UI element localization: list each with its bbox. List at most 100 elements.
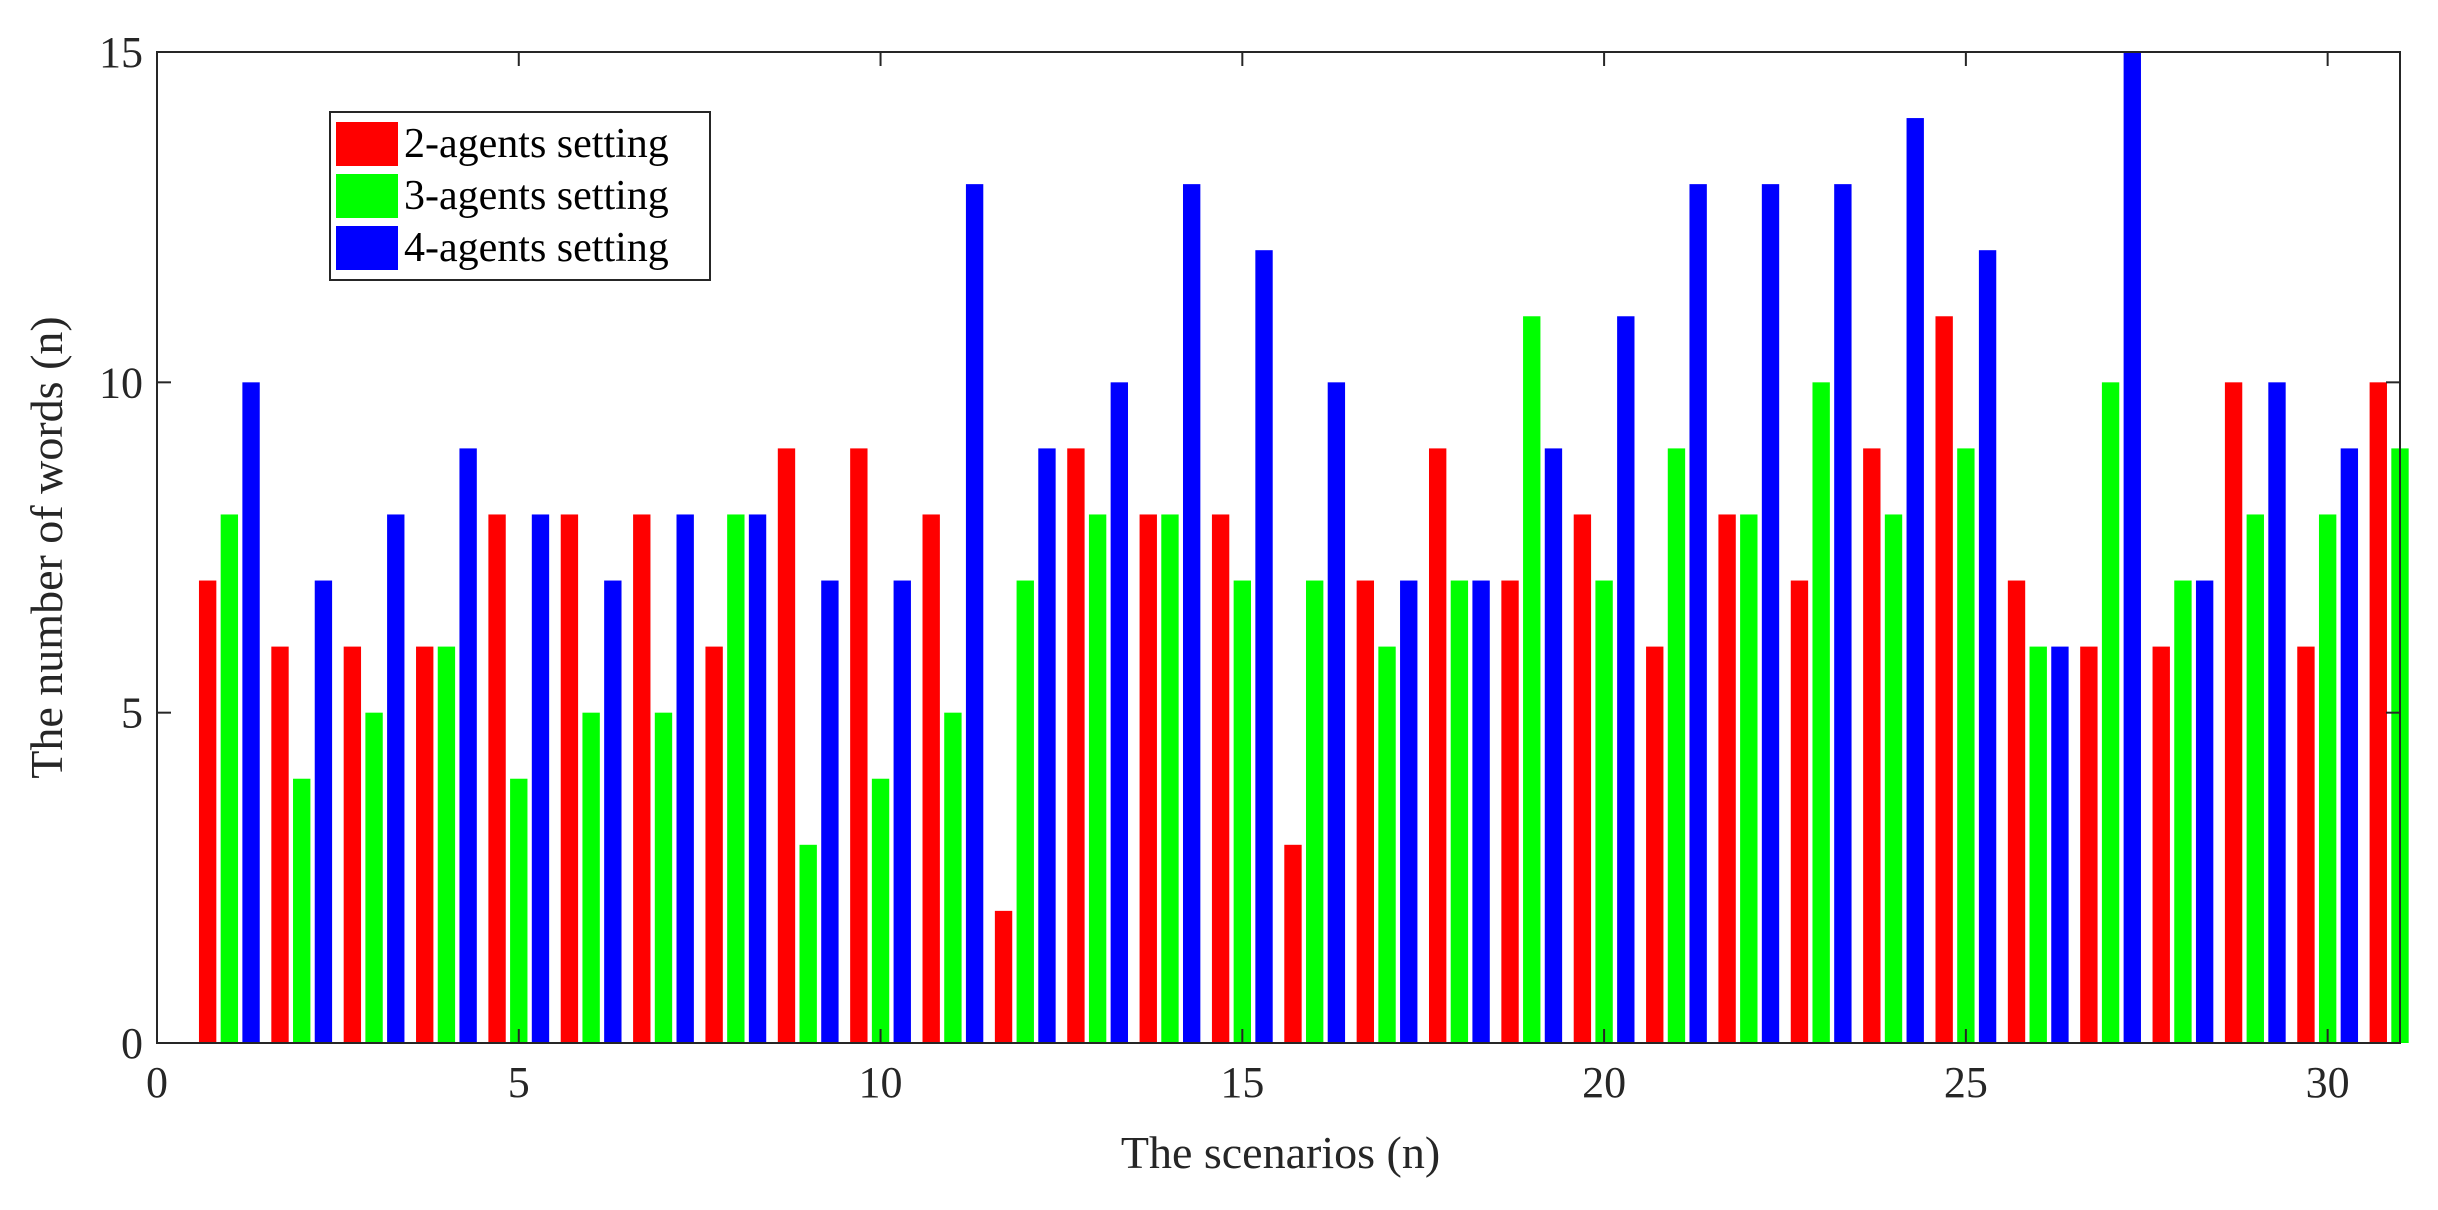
bar-series3-scenario-19: [1544, 448, 1563, 1043]
bar-series3-scenario-23: [1834, 184, 1852, 1044]
bar-series3-scenario-30: [2340, 448, 2359, 1043]
bar-series2-scenario-30: [2318, 514, 2337, 1043]
bar-series1-scenario-20: [1573, 514, 1592, 1043]
bar-series1-scenario-10: [850, 448, 868, 1043]
bar-series3-scenario-14: [1182, 184, 1201, 1044]
bar-series2-scenario-15: [1233, 580, 1252, 1043]
bar-series3-scenario-13: [1110, 382, 1129, 1043]
bar-series2-scenario-5: [510, 778, 528, 1043]
bar-series1-scenario-22: [1718, 514, 1736, 1043]
bar-series1-scenario-30: [2297, 646, 2315, 1043]
legend: 2-agents setting 3-agents setting 4-agents…: [329, 111, 711, 281]
bar-series3-scenario-21: [1689, 184, 1707, 1044]
bar-series2-scenario-6: [582, 712, 600, 1043]
bar-series1-scenario-31: [2369, 382, 2387, 1043]
bar-series1-scenario-13: [1067, 448, 1085, 1043]
bar-series2-scenario-25: [1957, 448, 1975, 1043]
y-axis-label: The number of words (n): [21, 316, 72, 778]
legend-label-3: 4-agents setting: [404, 225, 669, 271]
bar-series1-scenario-11: [922, 514, 940, 1043]
legend-swatch-2: [336, 174, 398, 218]
bar-series2-scenario-7: [654, 712, 673, 1043]
bar-series2-scenario-22: [1740, 514, 1758, 1043]
bar-series3-scenario-3: [387, 514, 405, 1043]
bar-series2-scenario-20: [1595, 580, 1613, 1043]
bar-series1-scenario-15: [1211, 514, 1230, 1043]
bar-series2-scenario-9: [799, 844, 817, 1043]
bar-series1-scenario-21: [1646, 646, 1664, 1043]
bar-series2-scenario-4: [437, 646, 456, 1043]
bar-series3-scenario-24: [1906, 118, 1924, 1044]
bar-series2-scenario-21: [1667, 448, 1686, 1043]
bar-series3-scenario-8: [748, 514, 767, 1043]
y-tick-label: 10: [99, 358, 143, 407]
bar-series3-scenario-6: [604, 580, 622, 1043]
x-tick-label: 5: [508, 1058, 530, 1107]
bar-series1-scenario-25: [1935, 316, 1953, 1043]
legend-label-1: 2-agents setting: [404, 121, 669, 167]
x-tick-label: 0: [146, 1058, 168, 1107]
bar-series3-scenario-10: [893, 580, 911, 1043]
bar-series1-scenario-19: [1501, 580, 1519, 1043]
axes-box: [156, 51, 2401, 1044]
bar-series3-scenario-7: [676, 514, 694, 1043]
legend-swatch-3: [336, 226, 398, 270]
bar-series3-scenario-28: [2195, 580, 2214, 1043]
bar-series3-scenario-25: [1978, 250, 1997, 1043]
bar-series1-scenario-4: [416, 646, 434, 1043]
bar-series2-scenario-19: [1523, 316, 1541, 1043]
bar-series3-scenario-15: [1255, 250, 1273, 1043]
bar-series3-scenario-4: [459, 448, 477, 1043]
legend-swatch-1: [336, 122, 398, 166]
x-tick-label: 30: [2306, 1058, 2350, 1107]
bar-series1-scenario-1: [198, 580, 217, 1043]
bar-series3-scenario-2: [314, 580, 333, 1043]
bar-series2-scenario-13: [1088, 514, 1107, 1043]
bar-series1-scenario-9: [777, 448, 796, 1043]
bar-series3-scenario-27: [2123, 52, 2141, 1043]
x-tick-label: 25: [1944, 1058, 1988, 1107]
bar-series1-scenario-23: [1790, 580, 1809, 1043]
bar-series1-scenario-16: [1284, 844, 1302, 1043]
bar-series3-scenario-20: [1617, 316, 1635, 1043]
bar-series2-scenario-8: [727, 514, 745, 1043]
bar-series2-scenario-11: [944, 712, 962, 1043]
bar-series3-scenario-29: [2268, 382, 2286, 1043]
bar-series1-scenario-24: [1863, 448, 1881, 1043]
bar-series2-scenario-2: [293, 778, 311, 1043]
bar-series3-scenario-12: [1038, 448, 1056, 1043]
bar-series1-scenario-14: [1139, 514, 1157, 1043]
bar-series1-scenario-18: [1428, 448, 1447, 1043]
bar-series1-scenario-2: [271, 646, 289, 1043]
bar-series2-scenario-16: [1305, 580, 1324, 1043]
y-tick-label: 0: [121, 1019, 143, 1068]
bar-series2-scenario-27: [2101, 382, 2120, 1043]
bar-series1-scenario-29: [2224, 382, 2243, 1043]
bar-series3-scenario-11: [965, 184, 984, 1044]
legend-label-2: 3-agents setting: [404, 173, 669, 219]
bar-series3-scenario-9: [821, 580, 839, 1043]
bar-series2-scenario-24: [1884, 514, 1903, 1043]
bar-series3-scenario-5: [531, 514, 550, 1043]
bar-series1-scenario-12: [994, 910, 1013, 1043]
x-axis-label: The scenarios (n): [1121, 1127, 1440, 1178]
bar-series2-scenario-26: [2029, 646, 2047, 1043]
bar-series1-scenario-17: [1356, 580, 1375, 1043]
bars-layer: [198, 52, 2409, 1044]
bar-series3-scenario-16: [1327, 382, 1346, 1043]
bar-series1-scenario-8: [705, 646, 723, 1043]
bar-series2-scenario-29: [2246, 514, 2264, 1043]
y-tick-label: 15: [99, 28, 143, 77]
x-tick-label: 15: [1220, 1058, 1264, 1107]
bar-series1-scenario-3: [343, 646, 362, 1043]
bar-series1-scenario-28: [2152, 646, 2170, 1043]
bar-series3-scenario-26: [2051, 646, 2069, 1043]
y-tick-label: 5: [121, 689, 143, 738]
bar-series2-scenario-14: [1161, 514, 1179, 1043]
bar-series2-scenario-17: [1378, 646, 1396, 1043]
bar-series2-scenario-10: [871, 778, 890, 1043]
bar-series1-scenario-6: [560, 514, 579, 1043]
bar-series2-scenario-28: [2174, 580, 2192, 1043]
bar-series2-scenario-18: [1450, 580, 1469, 1043]
